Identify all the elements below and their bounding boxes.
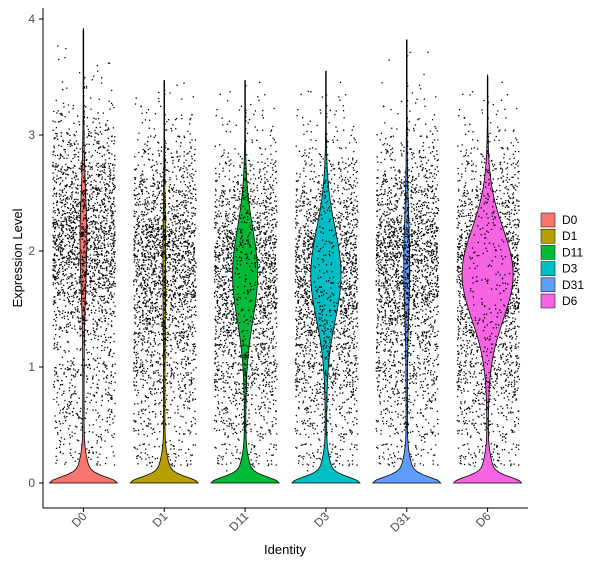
legend-swatch [540,277,556,293]
legend-swatch [540,228,556,244]
legend-swatch [540,245,556,260]
legend-label: D6 [562,294,578,308]
y-tick-label: 4 [28,12,35,26]
y-axis-title: Expression Level [10,208,25,307]
y-tick-label: 3 [28,128,35,142]
violin-points-D11 [234,85,257,432]
violin-points-D3 [313,94,340,435]
y-tick-label: 2 [28,244,35,258]
x-ticks: D0 D1 D11 D3 D31 D6 [69,508,494,535]
y-tick-label: 0 [28,476,35,490]
legend-item-D0: D0 [540,212,578,228]
x-tick-label: D0 [69,509,90,530]
violin-D6 [452,74,523,484]
y-tick-label: 1 [28,360,35,374]
legend-label: D3 [562,262,578,276]
x-tick-label: D6 [473,509,494,530]
axes [42,8,528,509]
legend-swatch [540,293,556,309]
legend-label: D0 [562,213,578,227]
jitter-points [52,45,521,475]
legend-item-D3: D3 [540,261,578,276]
y-ticks: 0 1 2 3 4 [28,12,43,490]
legend-item-D6: D6 [540,293,578,309]
legend-swatch [540,261,556,276]
x-tick-label: D3 [311,509,332,530]
violins [48,27,523,484]
legend-label: D1 [562,229,578,243]
x-axis-title: Identity [264,542,306,557]
x-tick-label: D31 [387,509,413,535]
points-D1 [133,82,197,467]
violin-D31 [371,39,442,484]
x-tick-label: D11 [226,509,251,534]
x-tick-label: D1 [150,509,171,530]
legend-item-D1: D1 [540,228,578,244]
legend: D0 D1 D11 D3 D31 D6 [540,212,584,309]
legend-item-D31: D31 [540,277,584,293]
violin-points-D6 [468,96,511,430]
violin-D0 [48,27,119,484]
legend-label: D11 [562,245,583,259]
violin-points-D31 [404,55,411,428]
violin-D3 [291,70,361,484]
violin-points-D1 [163,89,167,429]
legend-item-D11: D11 [540,245,583,260]
violin-points-D0 [80,78,88,377]
legend-label: D31 [562,278,584,292]
legend-swatch [540,212,556,228]
